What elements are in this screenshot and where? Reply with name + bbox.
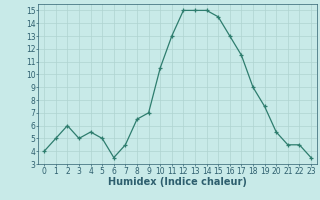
- X-axis label: Humidex (Indice chaleur): Humidex (Indice chaleur): [108, 177, 247, 187]
